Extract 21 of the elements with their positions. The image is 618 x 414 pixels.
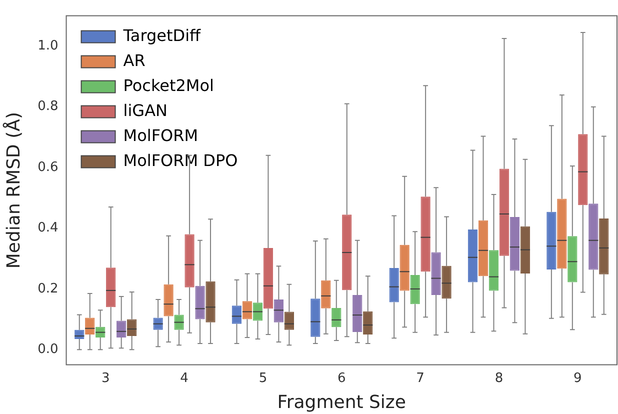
y-tick-label: 0.2	[38, 281, 58, 296]
x-tick-label: 9	[574, 370, 582, 386]
x-axis-title: Fragment Size	[277, 392, 406, 413]
y-tick-label: 0.6	[38, 160, 58, 175]
x-tick-label: 8	[494, 370, 504, 386]
y-tick-label: 0.4	[38, 220, 58, 236]
legend-label: MolFORM DPO	[123, 150, 238, 170]
y-axis-title: Median RMSD (Å)	[2, 112, 24, 269]
x-tick-label: 3	[101, 370, 110, 386]
x-tick-label: 4	[180, 370, 188, 386]
x-tick-label: 7	[416, 370, 424, 386]
x-tick-label: 6	[337, 370, 346, 386]
legend-label: AR	[123, 50, 146, 70]
y-tick-label: 1.0	[38, 38, 58, 54]
x-tick-label: 5	[258, 370, 268, 386]
legend-label: liGAN	[123, 100, 168, 120]
legend-label: TargetDiff	[122, 26, 202, 45]
legend-label: Pocket2Mol	[123, 76, 214, 95]
y-tick-label: 0.0	[38, 342, 58, 357]
y-tick-label: 0.8	[38, 99, 58, 114]
legend-label: MolFORM	[123, 126, 198, 145]
